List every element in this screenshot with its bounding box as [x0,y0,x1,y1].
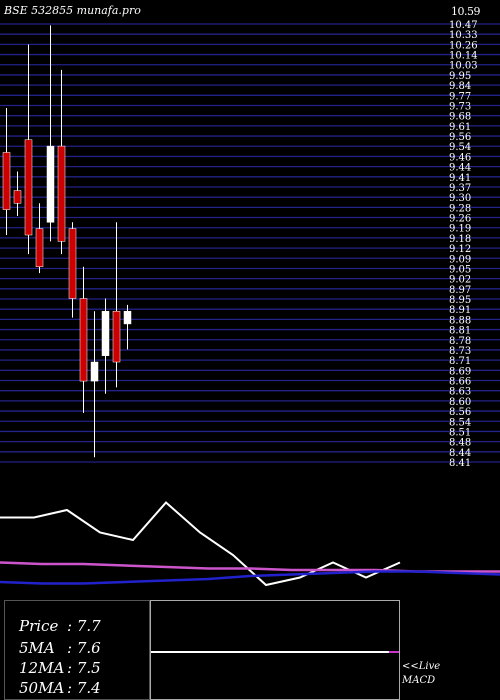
bear-candle [2,152,11,210]
price-tick-label: 8.41 [449,458,471,469]
bear-candle [112,310,121,363]
price-tick-label: 9.73 [449,101,471,112]
price-tick-label: 8.63 [449,387,471,398]
price-tick-label: 8.88 [449,315,471,326]
legend-ma50-label: 50MA [19,679,65,697]
price-tick-label: 9.77 [449,91,471,102]
bear-candle [13,190,22,204]
price-tick-label: 10.33 [449,30,478,41]
price-tick-label: 10.03 [449,61,478,72]
legend-ma5-label: 5MA [19,639,55,657]
price-tick-label: 8.91 [449,305,471,316]
price-tick-label: 10.14 [449,51,478,62]
legend-ma12-value: : 7.5 [67,659,101,677]
ma-line-white [0,501,401,587]
legend-ma12-label: 12MA [19,659,65,677]
legend-price-value: : 7.7 [67,617,101,635]
legend-ma50-row: 50MA: 7.4 [19,679,101,697]
price-tick-label: 8.71 [449,356,471,367]
ma-line-blue [0,570,500,585]
price-tick-label: 8.97 [449,285,471,296]
price-tick-label: 8.44 [449,448,471,459]
bear-candle [79,298,88,382]
price-tick-label: 9.44 [449,163,471,174]
price-tick-label: 10.47 [449,20,478,31]
legend-ma5-row: 5MA : 7.6 [19,639,101,657]
price-tick-label: 9.37 [449,183,471,194]
price-tick-label: 9.30 [449,193,471,204]
price-tick-label: 8.95 [449,295,471,306]
bear-candle [57,145,66,242]
macd-panel [150,600,400,700]
price-tick-label: 9.26 [449,214,471,225]
price-tick-label: 8.73 [449,346,471,357]
price-tick-label: 9.19 [449,224,471,235]
macd-live-tick [389,651,399,653]
macd-live-label: <<Live [402,661,441,672]
price-tick-label: 9.61 [449,122,471,133]
legend-ma50-value: : 7.4 [67,679,101,697]
price-tick-label: 8.60 [449,397,471,408]
price-tick-label: 9.28 [449,203,471,214]
price-tick-label: 9.41 [449,173,471,184]
price-tick-label: 9.12 [449,244,471,255]
price-tick-label: 9.54 [449,142,471,153]
bear-candle [68,228,77,299]
legend-ma5-value: : 7.6 [67,639,101,657]
price-tick-label: 8.48 [449,438,471,449]
price-tick-label: 9.95 [449,71,471,82]
macd-signal-line [151,651,389,653]
bull-candle [90,361,99,382]
price-tick-label: 9.05 [449,264,471,275]
price-tick-label: 9.46 [449,152,471,163]
legend-price-label: Price [19,617,59,635]
price-tick-label: 9.18 [449,234,471,245]
bull-candle [101,310,110,356]
top-price-label: 10.59 [451,5,481,18]
legend-ma12-row: 12MA: 7.5 [19,659,101,677]
chart-title: BSE 532855 munafa.pro [4,4,141,17]
bear-candle [24,139,33,236]
bear-candle [35,228,44,268]
price-tick-label: 8.56 [449,407,471,418]
price-tick-label: 9.68 [449,112,471,123]
price-tick-label: 8.51 [449,427,471,438]
bull-candle [123,310,132,325]
price-tick-label: 9.56 [449,132,471,143]
bull-candle [46,145,55,223]
price-tick-label: 8.66 [449,377,471,388]
price-tick-label: 10.26 [449,40,478,51]
price-tick-label: 8.54 [449,417,471,428]
price-tick-label: 8.69 [449,366,471,377]
macd-caption: <<Live MACD [402,660,440,688]
legend-price-row: Price : 7.7 [19,617,101,635]
ma-legend: Price : 7.7 5MA : 7.6 12MA: 7.5 50MA: 7.4 [4,600,150,700]
price-tick-label: 9.02 [449,275,471,286]
price-tick-label: 8.81 [449,326,471,337]
price-tick-label: 8.78 [449,336,471,347]
macd-label: MACD [402,675,436,686]
price-tick-label: 9.84 [449,81,471,92]
price-tick-label: 9.09 [449,254,471,265]
